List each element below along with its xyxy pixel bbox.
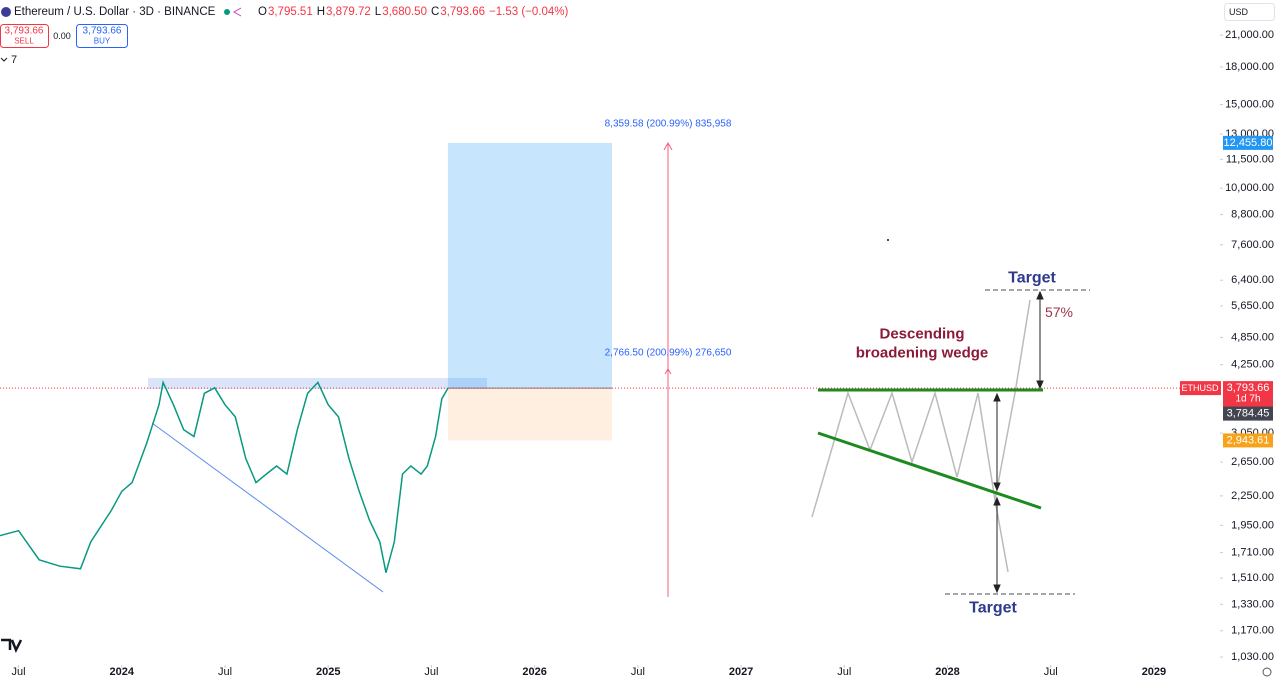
y-tick-label: 1,030.00 <box>1231 651 1274 663</box>
ohlc-key: O <box>258 6 267 18</box>
arrows <box>993 290 1044 594</box>
ohlc-value: 3,793.66 <box>440 6 485 18</box>
price-tag-label: 3,784.45 <box>1227 408 1270 420</box>
status-dot <box>224 9 230 15</box>
x-tick-label: Jul <box>837 666 851 678</box>
gain: 57% <box>1045 304 1073 320</box>
y-tick-label: 1,330.00 <box>1231 598 1274 610</box>
x-tick-label: 2024 <box>110 666 135 678</box>
x-tick-label: Jul <box>1044 666 1058 678</box>
measure-arrow <box>664 368 672 375</box>
upper-target: Target <box>1008 270 1056 287</box>
sell-label: SELL <box>14 37 34 46</box>
ohlc-key: C <box>431 6 439 18</box>
y-tick-label: 4,850.00 <box>1231 331 1274 343</box>
wedge-path <box>811 299 1031 518</box>
ohlc-values: O 3,795.51 H 3,879.72 L 3,680.50 C 3,793.66 −1.5… <box>258 6 568 18</box>
x-tick-label: Jul <box>424 666 438 678</box>
x-tick-label: 2026 <box>522 666 546 678</box>
y-tick-label: 10,000.00 <box>1225 182 1274 194</box>
ohlc-key: H <box>317 6 325 18</box>
y-tick-label: 2,650.00 <box>1231 456 1274 468</box>
x-tick-label: 2025 <box>316 666 340 678</box>
pattern-title: broadening wedge <box>856 345 989 362</box>
currency: USD <box>1229 7 1249 17</box>
symbol-icon <box>1 7 11 17</box>
pattern-title: Descending <box>879 326 964 343</box>
y-tick-label: 8,800.00 <box>1231 209 1274 221</box>
dot <box>887 239 889 241</box>
settings-icon[interactable] <box>1262 667 1272 677</box>
x-tick-label: Jul <box>12 666 26 678</box>
y-tick-label: 21,000.00 <box>1225 29 1274 41</box>
collapse-icon[interactable] <box>0 57 8 62</box>
ohlc-value: 3,879.72 <box>326 6 371 18</box>
y-tick-label: 4,250.00 <box>1231 359 1274 371</box>
y-tick-label: 1,510.00 <box>1231 572 1274 584</box>
x-tick-label: 2027 <box>729 666 753 678</box>
y-tick-label: 15,000.00 <box>1225 99 1274 111</box>
ohlc-value: 3,680.50 <box>382 6 427 18</box>
y-tick-label: 2,250.00 <box>1231 490 1274 502</box>
y-tick-label: 6,400.00 <box>1231 274 1274 286</box>
x-tick-label: Jul <box>631 666 645 678</box>
x-tick-label: 2028 <box>935 666 959 678</box>
symbol-tag <box>1180 381 1221 396</box>
indicator-count[interactable]: 7 <box>11 54 17 66</box>
tv-logo[interactable] <box>1 638 23 654</box>
x-tick-label: 2029 <box>1142 666 1166 678</box>
currency-button[interactable] <box>1224 3 1275 21</box>
measure-arrow <box>663 141 673 151</box>
loss-zone <box>447 388 612 441</box>
sell-button[interactable] <box>0 24 49 48</box>
countdown: 1d 7h <box>1235 394 1260 405</box>
price-tag <box>1223 135 1273 150</box>
lower-boundary <box>817 431 1042 510</box>
price-tag-label: 12,455.80 <box>1224 137 1273 149</box>
ohlc-key: L <box>375 6 382 18</box>
y-tick-label: 18,000.00 <box>1225 61 1274 73</box>
y-tick-label: 1,710.00 <box>1231 546 1274 558</box>
y-tick-label: 5,650.00 <box>1231 300 1274 312</box>
target-stats: 8,359.58 (200.99%) 835,958 <box>605 119 732 130</box>
y-tick-label: 11,500.00 <box>1226 153 1274 165</box>
ohlc-value: 3,795.51 <box>268 6 313 18</box>
symbol-tag-label: ETHUSD <box>1181 383 1219 393</box>
stop-stats: 2,766.50 (200.99%) 276,650 <box>605 348 732 359</box>
change: −1.53 (−0.04%) <box>489 6 568 18</box>
sell-price: 3,793.66 <box>5 26 44 37</box>
buy-price: 3,793.66 <box>83 26 122 37</box>
x-tick-label: Jul <box>218 666 232 678</box>
lower-target: Target <box>969 600 1017 617</box>
y-tick-label: 1,170.00 <box>1231 625 1274 637</box>
spread: 0.00 <box>53 31 71 41</box>
buy-button[interactable] <box>76 24 128 48</box>
buy-label: BUY <box>94 37 111 46</box>
price-tag <box>1223 406 1273 421</box>
price-line <box>0 379 449 573</box>
price-tag <box>1223 381 1273 408</box>
profit-zone <box>447 142 612 389</box>
wedge-diagram: Target 57% Descending broadening wedge T… <box>811 270 1090 617</box>
share-icon[interactable] <box>232 7 242 17</box>
position-tool <box>447 142 612 441</box>
y-tick-label: 7,600.00 <box>1231 239 1274 251</box>
price-tag <box>1223 433 1273 448</box>
price-tag-label: 3,793.66 <box>1227 382 1270 394</box>
symbol-title[interactable]: Ethereum / U.S. Dollar · 3D · BINANCE <box>14 6 216 18</box>
trend-line <box>151 422 384 593</box>
y-tick-label: 1,950.00 <box>1231 519 1274 531</box>
price-tag-label: 2,943.61 <box>1227 434 1270 446</box>
